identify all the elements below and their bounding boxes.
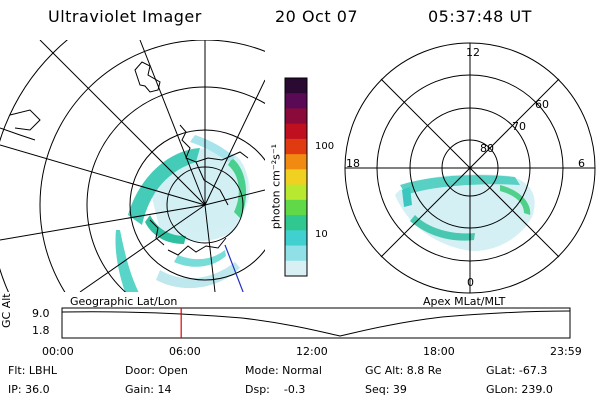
apex-caption: Apex MLat/MLT (423, 295, 506, 308)
timeline-ytick-bottom: 1.8 (32, 324, 50, 337)
colorbar-segment (285, 154, 307, 170)
timeline-xtick-2: 12:00 (296, 345, 328, 358)
colorbar-segment (285, 108, 307, 125)
timeline-xtick-4: 23:59 (550, 345, 582, 358)
geographic-map (0, 40, 265, 292)
coastlines (0, 61, 249, 256)
observation-time: 05:37:48 UT (428, 7, 532, 26)
colorbar-unit-label: photon cm⁻²s⁻¹ (269, 143, 283, 230)
mlt-spokes (345, 43, 595, 293)
gain-info: Gain: 14 (125, 383, 172, 396)
timeline-ytick-top: 9.0 (32, 307, 50, 320)
colorbar-segment (285, 138, 307, 155)
mlt-label-dusk: 18 (346, 157, 360, 170)
colorbar-tick-10: 10 (315, 229, 328, 240)
ip-info: IP: 36.0 (8, 383, 50, 396)
gc-alt-info: GC Alt: 8.8 Re (365, 364, 442, 377)
colorbar-segment (285, 93, 307, 109)
mlat-label-80: 80 (480, 142, 494, 155)
mlat-label-70: 70 (512, 120, 526, 133)
colorbar-segment (285, 230, 307, 247)
timeline-axis-label: GC Alt (0, 293, 13, 328)
mlt-label-midnight: 0 (467, 276, 474, 289)
track-line (224, 244, 244, 292)
colorbar-segment (285, 215, 307, 231)
timeline-xtick-1: 06:00 (169, 345, 201, 358)
magnetic-polar-plot (344, 42, 596, 294)
colorbar-segment (285, 78, 307, 94)
mlt-label-noon: 12 (466, 46, 480, 59)
uv-image-data-geo (115, 135, 250, 292)
uv-image-data-mag (395, 174, 535, 251)
colorbar-segment (285, 260, 307, 277)
longitude-grid (0, 40, 265, 292)
door-info: Door: Open (125, 364, 188, 377)
filter-info: Flt: LBHL (8, 364, 57, 377)
colorbar-segment (285, 123, 307, 140)
timeline-xtick-0: 00:00 (42, 345, 74, 358)
altitude-timeline (61, 307, 571, 339)
dsp-info: Dsp: -0.3 (245, 383, 306, 396)
colorbar-segment (285, 184, 307, 201)
glon-info: GLon: 239.0 (486, 383, 553, 396)
mlt-label-dawn: 6 (578, 157, 585, 170)
glat-info: GLat: -67.3 (486, 364, 548, 377)
seq-info: Seq: 39 (365, 383, 407, 396)
colorbar-segment (285, 245, 307, 262)
observation-date: 20 Oct 07 (275, 7, 359, 26)
instrument-title: Ultraviolet Imager (48, 7, 202, 26)
colorbar-tick-100: 100 (315, 141, 335, 152)
mlat-label-60: 60 (535, 98, 549, 111)
timeline-xtick-3: 18:00 (423, 345, 455, 358)
colorbar (284, 77, 308, 277)
mode-info: Mode: Normal (245, 364, 322, 377)
colorbar-segment (285, 199, 307, 216)
colorbar-segment (285, 169, 307, 186)
geographic-caption: Geographic Lat/Lon (70, 295, 178, 308)
